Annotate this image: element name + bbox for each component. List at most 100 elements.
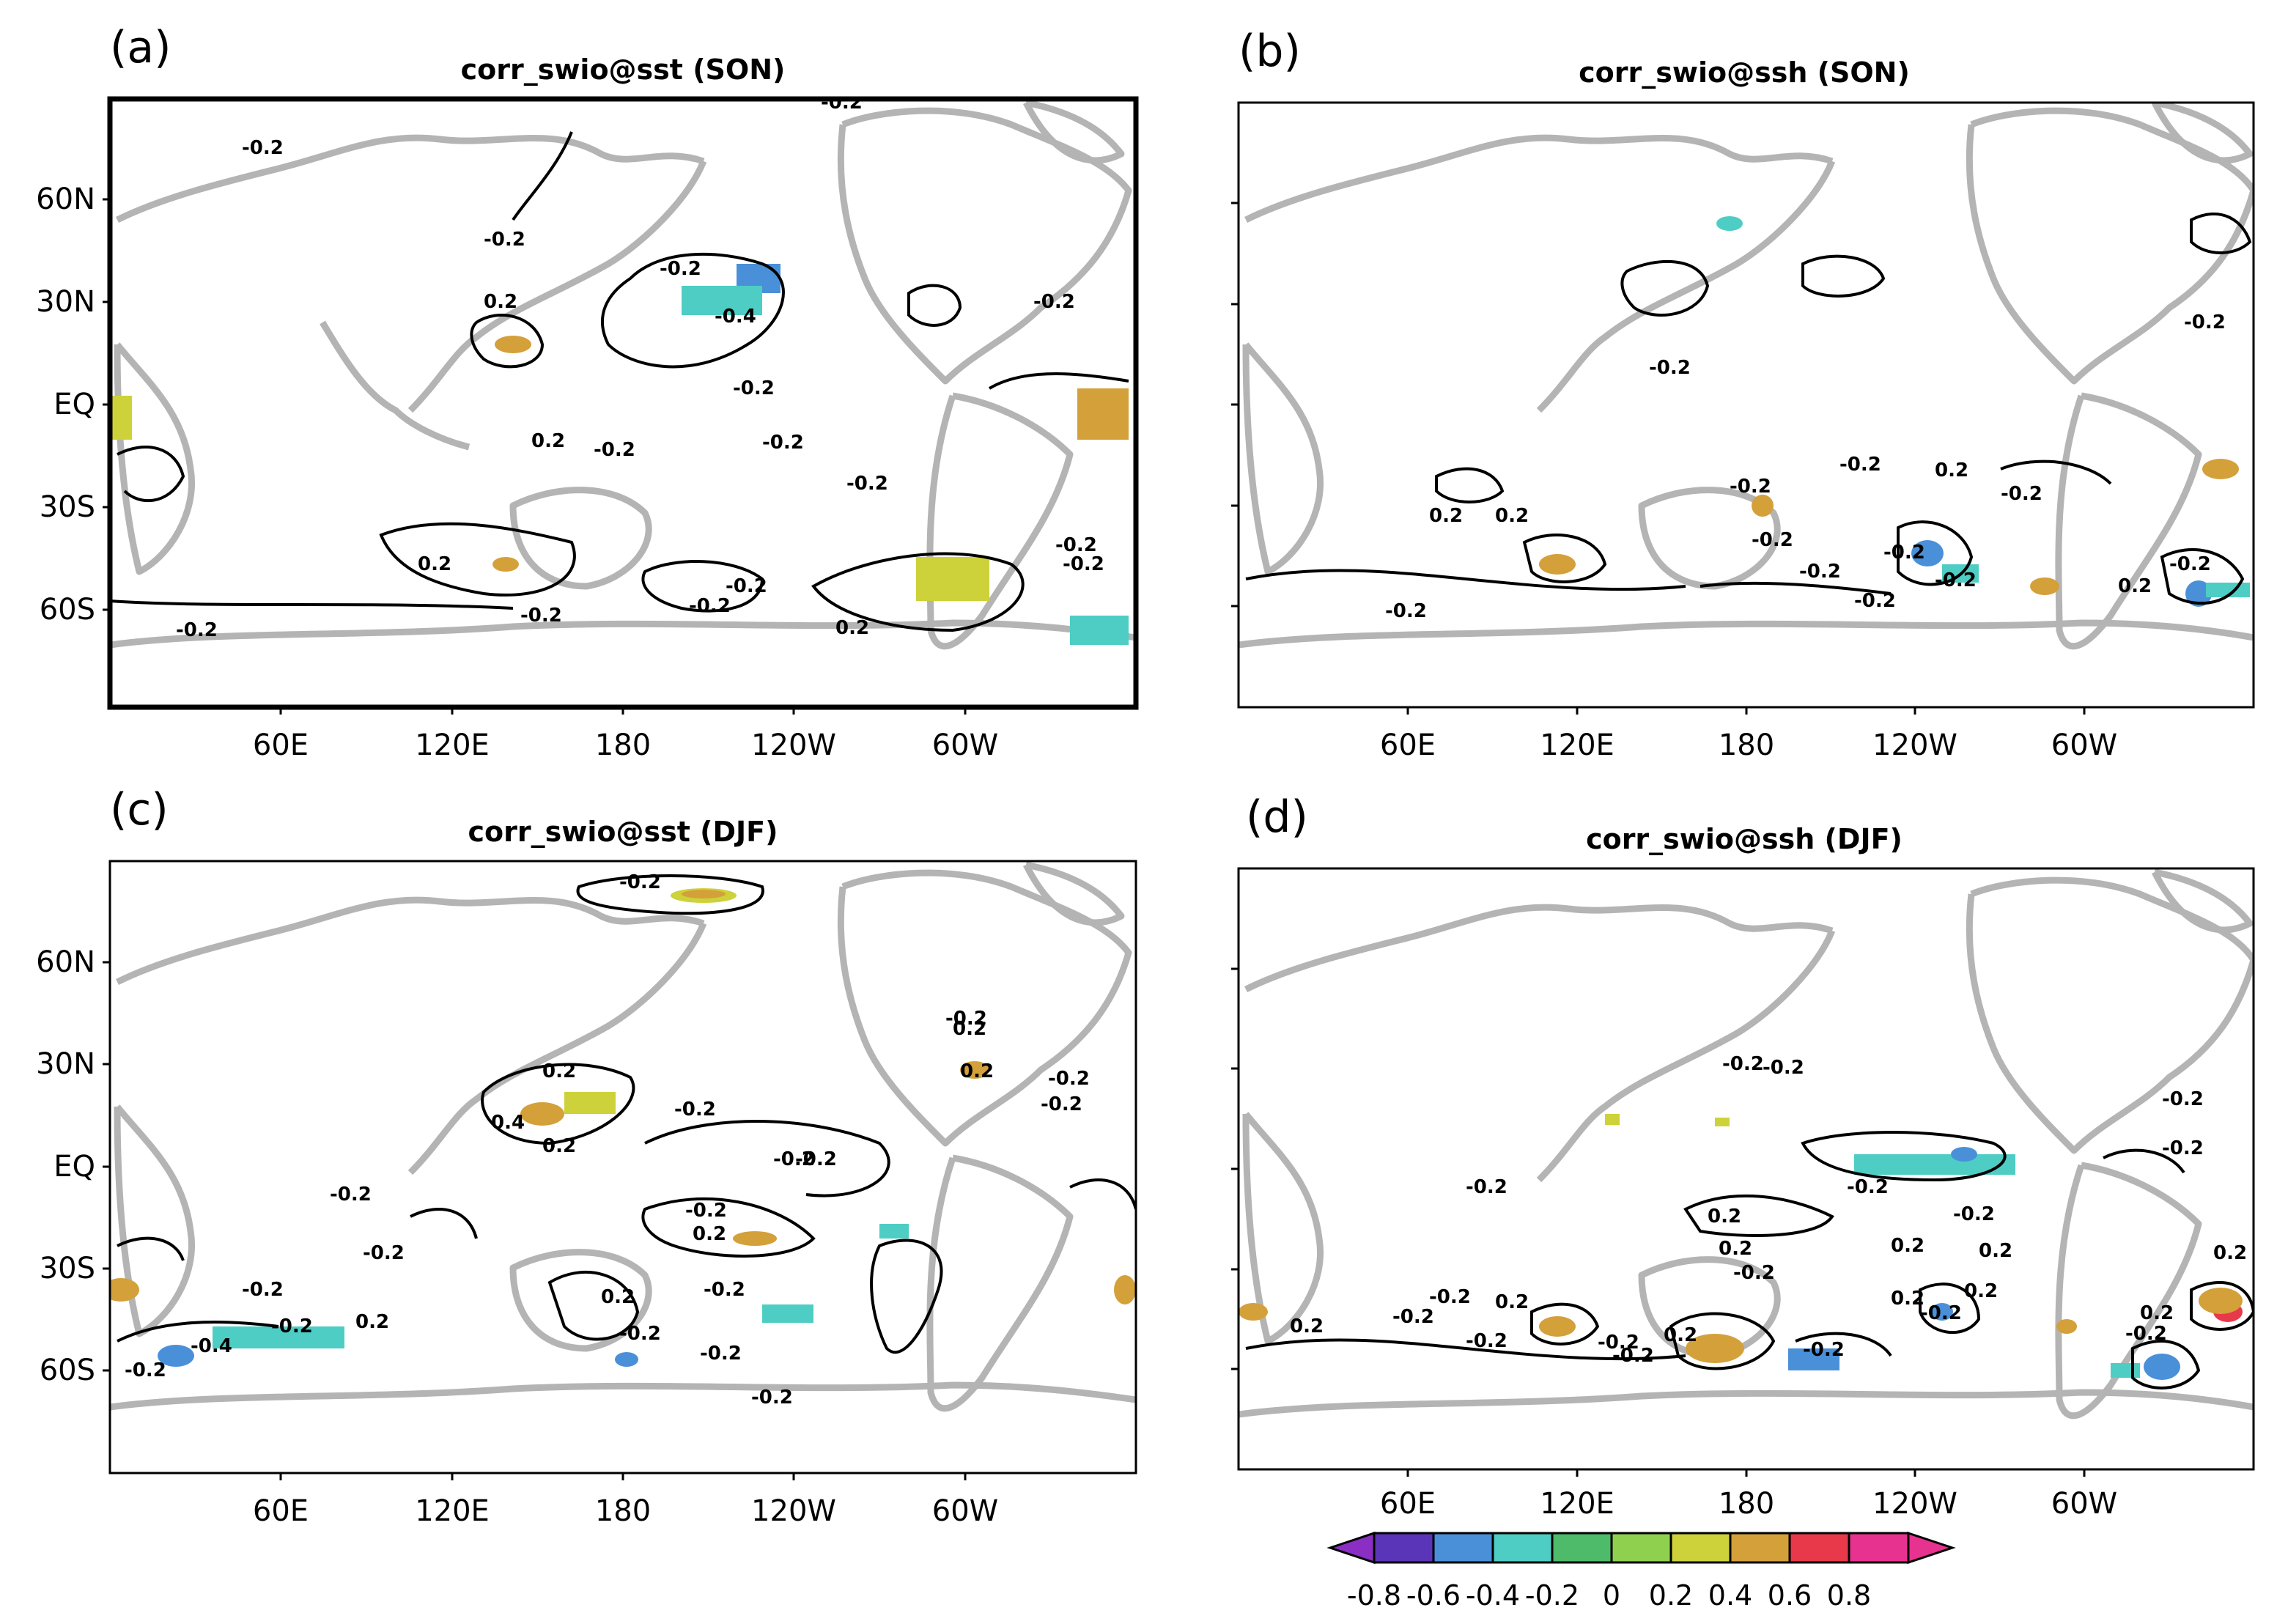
shade-blob — [2144, 1354, 2180, 1380]
shade-blob — [2202, 459, 2239, 479]
contour-label: -0.2 — [176, 619, 218, 641]
axis-ticks — [1231, 967, 2086, 1477]
contour-label: -0.2 — [1033, 291, 1075, 313]
contour-label: -0.2 — [1048, 1068, 1090, 1090]
shade-blob — [1752, 495, 1774, 517]
contour-label: -0.2 — [1763, 1057, 1804, 1079]
contour-label: 0.2 — [2213, 1242, 2247, 1264]
lon-label: 60E — [1380, 1487, 1436, 1521]
contour-label: -0.2 — [2001, 483, 2042, 505]
shade-blob — [1686, 1334, 1744, 1363]
contour-label: 0.2 — [542, 1135, 576, 1157]
panel-b: (b) corr_swio@ssh (SON) — [1231, 26, 2255, 762]
colorbar-label: -0.2 — [1525, 1579, 1579, 1612]
lat-label: 30S — [40, 1252, 95, 1285]
colorbar-label: 0 — [1603, 1579, 1620, 1612]
lon-label: 180 — [595, 728, 651, 762]
contour-label: 0.2 — [1664, 1324, 1697, 1346]
shading — [1539, 216, 2250, 607]
lon-axis: 60E 120E 180 120W 60W — [253, 1494, 998, 1528]
panel-letter: (b) — [1239, 26, 1301, 77]
colorbar-label: -0.4 — [1466, 1579, 1520, 1612]
shade-blob — [2056, 1319, 2077, 1334]
contour-label: -0.2 — [821, 92, 863, 114]
contour-label: 0.2 — [960, 1060, 994, 1082]
lon-label: 60E — [253, 728, 309, 762]
contour-label: -0.2 — [520, 605, 562, 627]
contour-label: -0.2 — [484, 229, 525, 251]
contour-label: -0.2 — [1429, 1286, 1471, 1308]
shade-blob — [1715, 1118, 1730, 1126]
shade-blob — [682, 890, 726, 898]
contour-label: 0.2 — [1891, 1235, 1924, 1257]
lat-label: 30S — [40, 490, 95, 524]
lon-label: 60W — [2051, 728, 2117, 762]
shade-blob — [1070, 616, 1129, 645]
lat-label: 60N — [36, 182, 95, 216]
contour-label: -0.2 — [795, 1148, 837, 1170]
lon-label: 60W — [932, 728, 998, 762]
shade-blob — [2030, 577, 2059, 595]
contour-label: 0.2 — [1429, 505, 1463, 527]
lon-label: 120E — [415, 728, 490, 762]
panel-a: (a) corr_swio@sst (SON) — [36, 22, 1139, 762]
panel-c: (c) corr_swio@sst (DJF) — [36, 784, 1137, 1528]
lat-axis: 60N 30N EQ 30S 60S — [36, 945, 95, 1387]
contour-label: 0.2 — [418, 553, 451, 575]
contour-label: -0.2 — [242, 137, 284, 159]
shade-blob — [213, 1326, 344, 1348]
lon-label: 120E — [415, 1494, 490, 1528]
lon-label: 120E — [1540, 1487, 1614, 1521]
contour-label: 0.2 — [531, 430, 565, 452]
colorbar-label: -0.6 — [1406, 1579, 1461, 1612]
contour-label: 0.2 — [1290, 1315, 1324, 1337]
contours — [110, 131, 1129, 632]
contour-label: -0.2 — [1847, 1176, 1889, 1198]
contour-label: -0.2 — [660, 258, 701, 280]
lat-label: 30N — [36, 1047, 95, 1081]
lon-label: 120W — [751, 1494, 836, 1528]
lon-label: 120W — [1872, 1487, 1957, 1521]
colorbar: -0.8 -0.6 -0.4 -0.2 0 0.2 0.4 0.6 0.8 — [1326, 1531, 1956, 1612]
contour-label: -0.2 — [674, 1099, 716, 1121]
contour-label: -0.2 — [773, 1148, 815, 1170]
contour-label: -0.2 — [242, 1279, 284, 1301]
contour-label: -0.2 — [1730, 476, 1771, 498]
lon-label: 60W — [2051, 1487, 2117, 1521]
shade-blob — [492, 557, 519, 572]
lon-axis: 60E 120E 180 120W 60W — [1380, 728, 2117, 762]
shade-blob — [1951, 1147, 1977, 1162]
lat-label: 60S — [40, 593, 95, 627]
contour-label: -0.2 — [689, 595, 731, 617]
contour-label: -0.2 — [1935, 569, 1977, 591]
panel-title: corr_swio@sst (SON) — [461, 53, 786, 86]
shade-blob — [2199, 1288, 2243, 1314]
panel-title: corr_swio@ssh (DJF) — [1586, 823, 1903, 855]
panel-letter: (c) — [110, 784, 169, 835]
lat-axis: 60N 30N EQ 30S 60S — [36, 182, 95, 627]
lat-label: 60S — [40, 1354, 95, 1387]
contour-label: -0.4 — [191, 1335, 232, 1357]
contour-label: -0.2 — [733, 377, 775, 399]
contour-label: -0.2 — [2162, 1137, 2204, 1159]
contour-label: 0.2 — [2118, 575, 2152, 597]
contour-label: -0.2 — [1466, 1176, 1507, 1198]
colorbar-segment — [1848, 1532, 1910, 1564]
contour-label: -0.2 — [1752, 529, 1793, 551]
contour-label: 0.2 — [1964, 1280, 1998, 1302]
contour-label: 0.2 — [1719, 1238, 1752, 1260]
map-area: -0.2 -0.2 -0.2 0.2 0.2 -0.2 -0.2 -0.2 -0… — [1239, 103, 2254, 650]
lon-label: 180 — [1719, 728, 1774, 762]
lon-label: 120W — [1872, 728, 1957, 762]
colorbar-segment — [1788, 1532, 1850, 1564]
map-area: -0.2 -0.2 -0.2 -0.2 0.2 -0.2 -0.2 0.2 -0… — [1239, 868, 2254, 1420]
colorbar-label: 0.6 — [1768, 1579, 1812, 1612]
panel-letter: (d) — [1246, 791, 1308, 843]
contour-label: 0.2 — [601, 1286, 635, 1308]
shade-blob — [615, 1352, 638, 1367]
axis-ticks — [103, 198, 967, 715]
contour-label: 0.2 — [1891, 1288, 1924, 1310]
contour-label: -0.2 — [1612, 1345, 1654, 1367]
colorbar-segment — [1491, 1532, 1554, 1564]
